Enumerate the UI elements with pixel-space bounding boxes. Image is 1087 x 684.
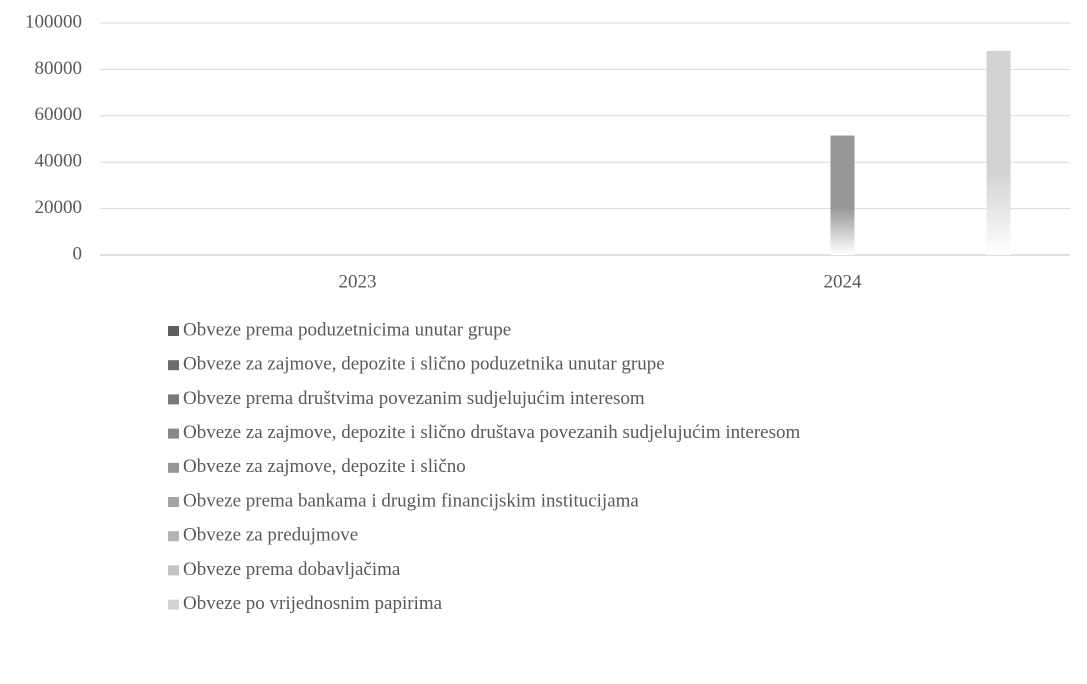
y-tick-label: 0 bbox=[73, 243, 83, 264]
legend-label: Obveze prema društvima povezanim sudjelu… bbox=[183, 388, 645, 409]
legend-label: Obveze za zajmove, depozite i slično pod… bbox=[183, 354, 665, 375]
legend-label: Obveze prema bankama i drugim financijsk… bbox=[183, 490, 639, 511]
legend-swatch bbox=[168, 360, 179, 371]
y-tick-label: 20000 bbox=[35, 197, 83, 218]
legend-swatch bbox=[168, 497, 179, 507]
y-tick-label: 40000 bbox=[35, 151, 83, 172]
legend-label: Obveze za zajmove, depozite i slično bbox=[183, 456, 466, 477]
legend-swatch bbox=[168, 531, 179, 542]
legend-label: Obveze za predujmove bbox=[183, 525, 358, 546]
legend-swatch bbox=[168, 326, 179, 336]
legend-label: Obveze za zajmove, depozite i slično dru… bbox=[183, 422, 801, 443]
legend-swatch bbox=[168, 462, 179, 473]
legend-swatch bbox=[168, 428, 179, 439]
y-tick-label: 100000 bbox=[25, 11, 82, 32]
y-tick-label: 80000 bbox=[35, 58, 83, 79]
x-tick-label: 2023 bbox=[339, 271, 377, 292]
legend-label: Obveze prema poduzetnicima unutar grupe bbox=[183, 319, 511, 340]
legend-swatch bbox=[168, 394, 179, 405]
y-tick-label: 60000 bbox=[35, 104, 83, 125]
bar bbox=[830, 135, 855, 255]
bar bbox=[986, 50, 1011, 256]
legend-label: Obveze po vrijednosnim papirima bbox=[183, 593, 443, 614]
x-tick-label: 2024 bbox=[824, 271, 863, 292]
legend-label: Obveze prema dobavljačima bbox=[183, 559, 401, 580]
legend-swatch bbox=[168, 599, 179, 610]
legend-swatch bbox=[168, 565, 179, 576]
